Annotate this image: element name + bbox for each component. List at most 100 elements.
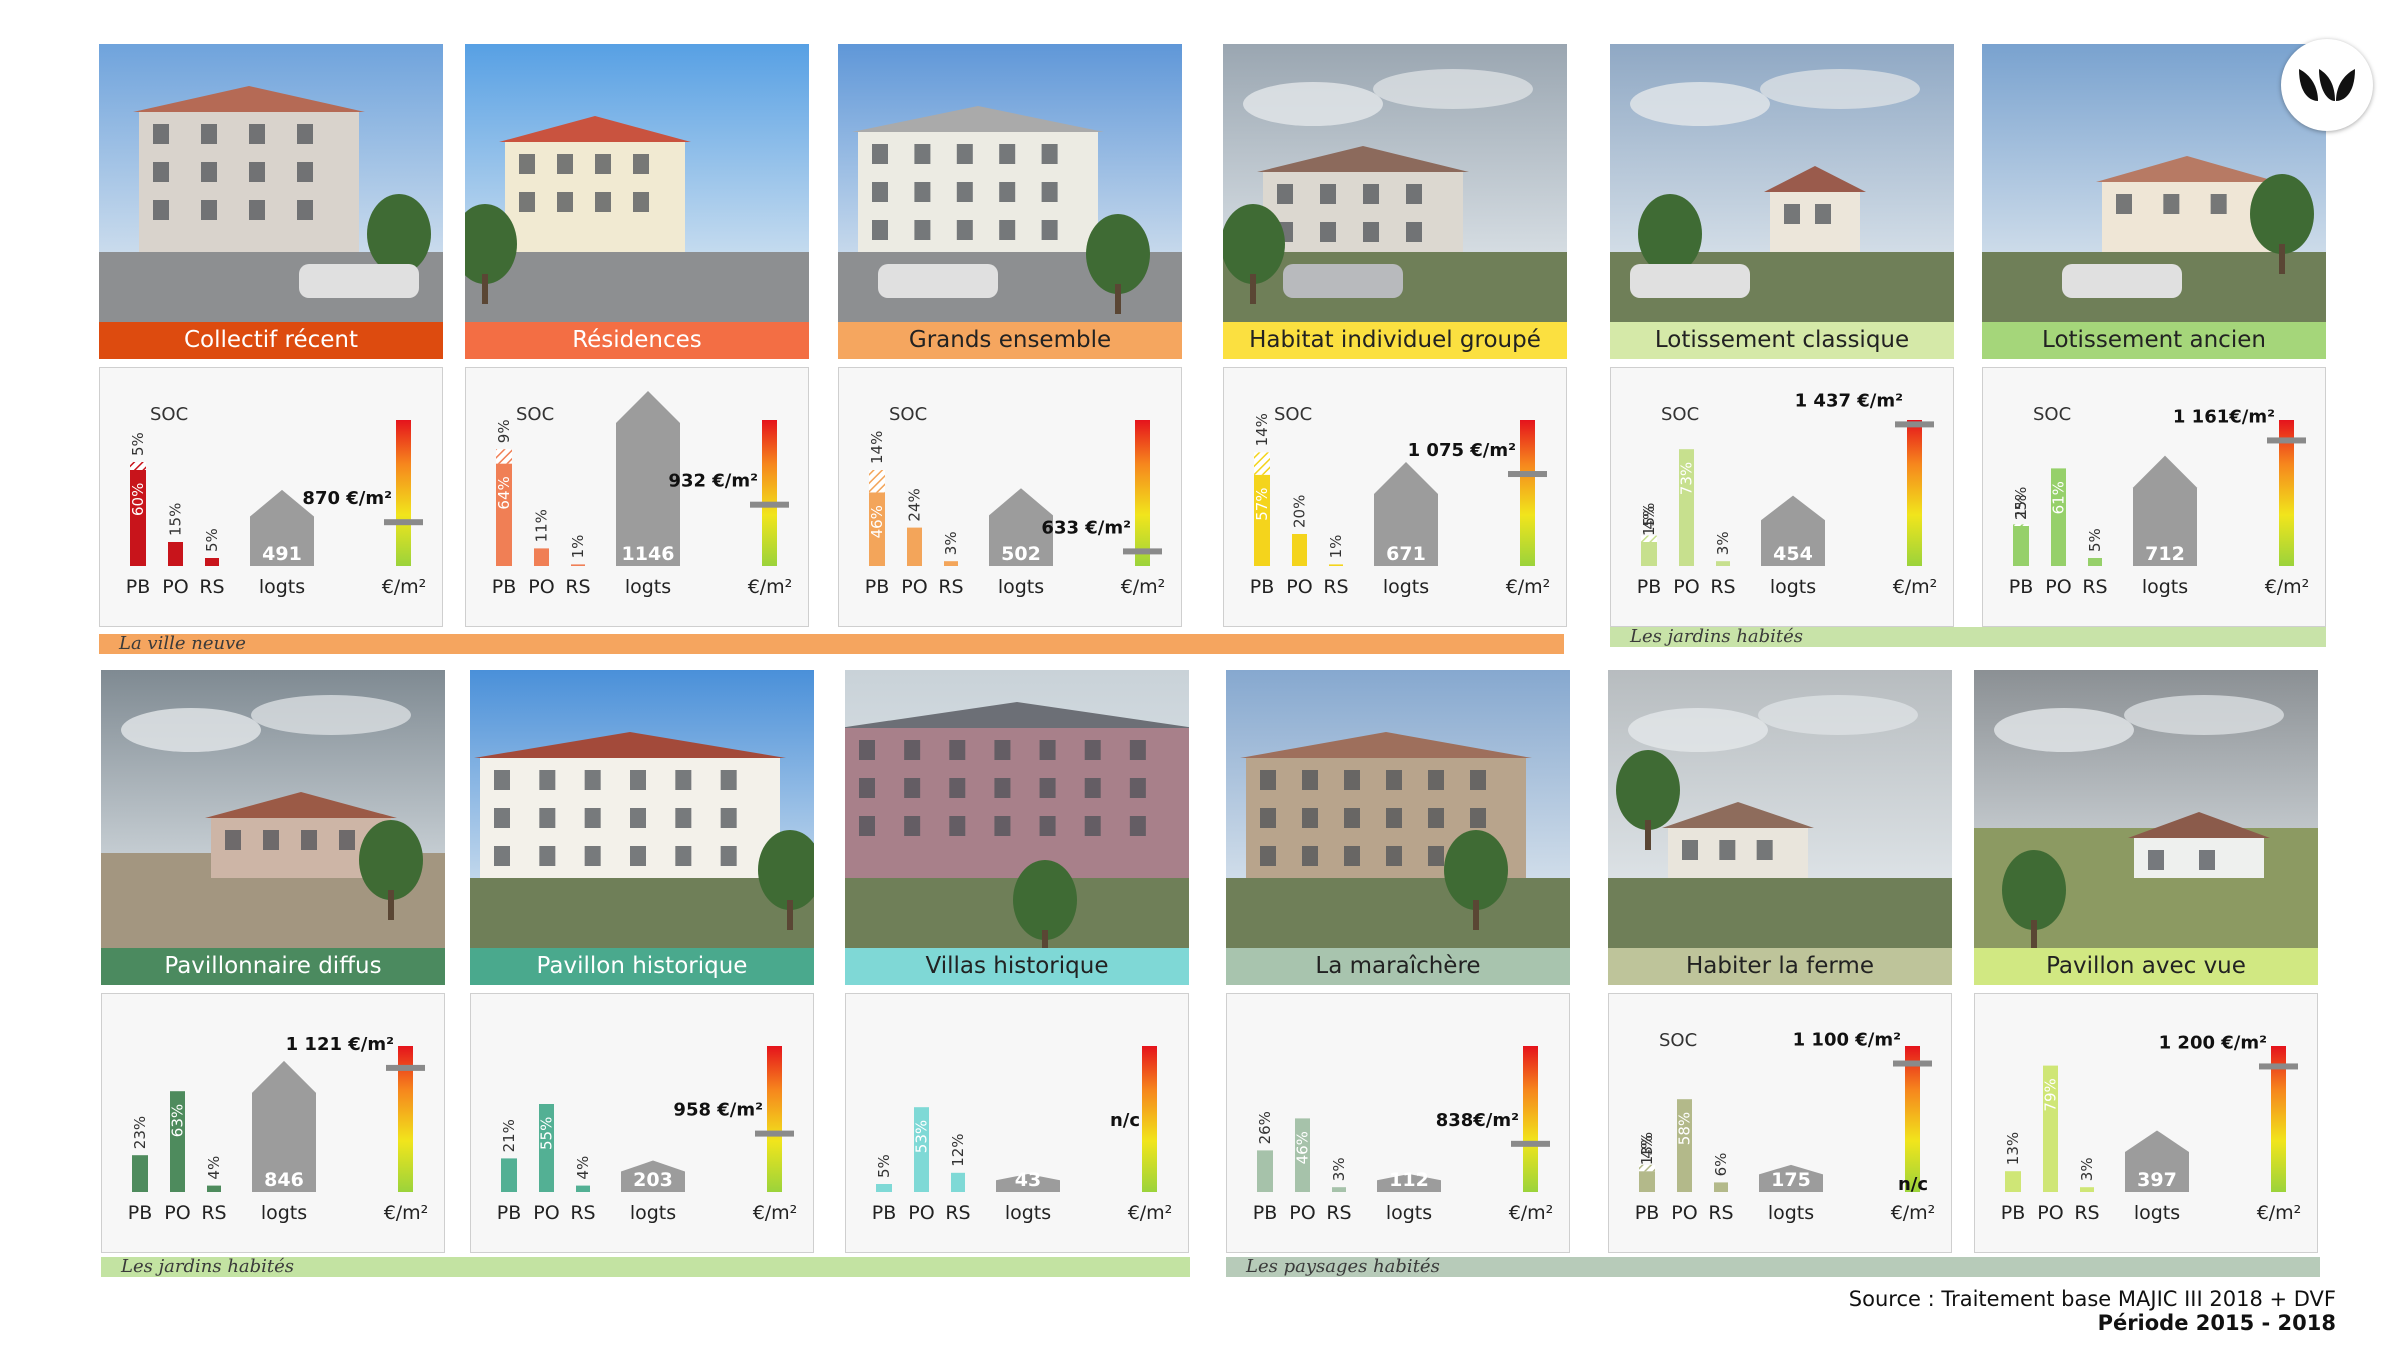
price-label: 1 200 €/m²: [2159, 1032, 2267, 1053]
category-label: RS: [945, 1202, 970, 1224]
price-gradient-bar: [1523, 1046, 1538, 1192]
price-marker: [1508, 471, 1547, 478]
typology-title: Grands ensemble: [838, 322, 1182, 359]
bar-value-label: 3%: [942, 531, 960, 555]
bar-value-label: 46%: [868, 505, 886, 538]
bar-value-label: 24%: [906, 488, 924, 521]
price-gradient-bar: [1520, 420, 1535, 566]
bar-pb: [132, 1155, 148, 1192]
price-gradient-bar: [1135, 420, 1150, 566]
price-unit-label: €/m²: [748, 576, 793, 598]
housing-count-shape: [250, 489, 314, 566]
soc-legend-label: SOC: [516, 404, 554, 425]
housing-count-label: 397: [2137, 1169, 2177, 1191]
bar-rs: [2088, 558, 2102, 566]
bar-value-label: 79%: [2042, 1078, 2060, 1111]
bar-value-label: 3%: [1714, 531, 1732, 555]
category-label: RS: [1710, 576, 1735, 598]
bar-po: [2043, 1065, 2058, 1192]
soc-legend-label: SOC: [2033, 404, 2071, 425]
price-marker: [755, 1130, 794, 1137]
group-band-label: Les jardins habités: [1630, 626, 1804, 647]
street-view-photo: [1974, 670, 2318, 948]
housing-count-label: 203: [633, 1169, 673, 1191]
bar-po: [1677, 1099, 1692, 1192]
bar-pb: [1639, 1171, 1655, 1192]
street-view-photo: [1982, 44, 2326, 322]
brand-logo: [2281, 39, 2373, 131]
bar-pb: [1257, 1150, 1273, 1192]
price-gradient-bar: [767, 1046, 782, 1192]
bar-value-label: 13%: [1638, 1132, 1656, 1165]
group-band-jardins-habites-bottom: Les jardins habités: [101, 1256, 1190, 1277]
bar-value-label: 21%: [500, 1119, 518, 1152]
typology-chart: 23% PB 63% PO 4% RS 846 logts 1 121 €/m² €/m²: [101, 993, 445, 1253]
typology-chart: 9% 64% PB 11% PO 1% RS SOC 1146 logts 932 €/m² €/m²: [465, 367, 809, 627]
price-label: 633 €/m²: [1041, 517, 1131, 538]
price-unit-label: €/m²: [382, 576, 427, 598]
logts-label: logts: [625, 576, 671, 598]
housing-count-label: 454: [1773, 543, 1813, 565]
price-marker: [1893, 1060, 1932, 1067]
housing-count-shape: [1377, 1174, 1441, 1192]
logts-label: logts: [1386, 1202, 1432, 1224]
bar-value-label: 15%: [167, 503, 185, 536]
price-marker: [384, 519, 423, 526]
bar-value-label: 4%: [205, 1156, 223, 1180]
price-unit-label: €/m²: [753, 1202, 798, 1224]
bar-value-label: 5%: [2086, 528, 2104, 552]
typology-title: Collectif récent: [99, 322, 443, 359]
bar-rs: [1714, 1182, 1728, 1192]
soc-value-label: 14%: [1253, 413, 1271, 446]
street-view-photo: [1610, 44, 1954, 322]
housing-count-label: 1146: [622, 543, 675, 565]
bar-value-label: 12%: [949, 1133, 967, 1166]
category-label: PO: [1673, 576, 1699, 598]
bar-rs: [1329, 564, 1343, 566]
housing-count-label: 671: [1386, 543, 1426, 565]
price-unit-label: €/m²: [1891, 1202, 1936, 1224]
category-label: PB: [492, 576, 517, 598]
typology-title: Habitat individuel groupé: [1223, 322, 1567, 359]
logts-label: logts: [1768, 1202, 1814, 1224]
bar-soc-segment: [130, 462, 146, 470]
typology-title: Pavillon historique: [470, 948, 814, 985]
bar-rs: [2080, 1187, 2094, 1192]
typology-chart: 5% PB 53% PO 12% RS 43 logts n/c €/m²: [845, 993, 1189, 1253]
logts-label: logts: [1005, 1202, 1051, 1224]
typology-title: La maraîchère: [1226, 948, 1570, 985]
price-note-label: n/c: [1898, 1174, 1928, 1195]
bar-pb: [869, 492, 885, 566]
bar-rs: [571, 564, 585, 566]
typology-title: Résidences: [465, 322, 809, 359]
soc-legend-label: SOC: [889, 404, 927, 425]
street-view-photo: [838, 44, 1182, 322]
housing-count-shape: [621, 1160, 685, 1192]
housing-count-shape: [989, 488, 1053, 566]
bar-soc-segment: [1254, 452, 1270, 475]
street-view-photo: [1226, 670, 1570, 948]
bar-soc-segment: [1639, 1164, 1655, 1172]
bar-rs: [576, 1185, 590, 1192]
price-label: 838€/m²: [1436, 1110, 1519, 1131]
price-gradient-bar: [1142, 1046, 1157, 1192]
bar-value-label: 57%: [1253, 487, 1271, 520]
bar-value-label: 73%: [1678, 462, 1696, 495]
price-unit-label: €/m²: [1509, 1202, 1554, 1224]
price-unit-label: €/m²: [2265, 576, 2310, 598]
category-label: RS: [1326, 1202, 1351, 1224]
housing-count-label: 112: [1389, 1169, 1429, 1191]
price-gradient-bar: [762, 420, 777, 566]
bar-po: [539, 1104, 554, 1192]
price-unit-label: €/m²: [1506, 576, 1551, 598]
category-label: PB: [872, 1202, 897, 1224]
typology-chart: 4% 13% PB 58% PO 6% RS SOC 175 logts 1 100 €/m² n/c…: [1608, 993, 1952, 1253]
typology-title: Pavillonnaire diffus: [101, 948, 445, 985]
bar-po: [914, 1107, 929, 1192]
price-unit-label: €/m²: [384, 1202, 429, 1224]
bar-value-label: 15%: [1640, 503, 1658, 536]
bar-soc-segment: [869, 470, 885, 493]
bar-value-label: 13%: [2004, 1132, 2022, 1165]
price-marker: [750, 501, 789, 508]
soc-legend-label: SOC: [1661, 404, 1699, 425]
